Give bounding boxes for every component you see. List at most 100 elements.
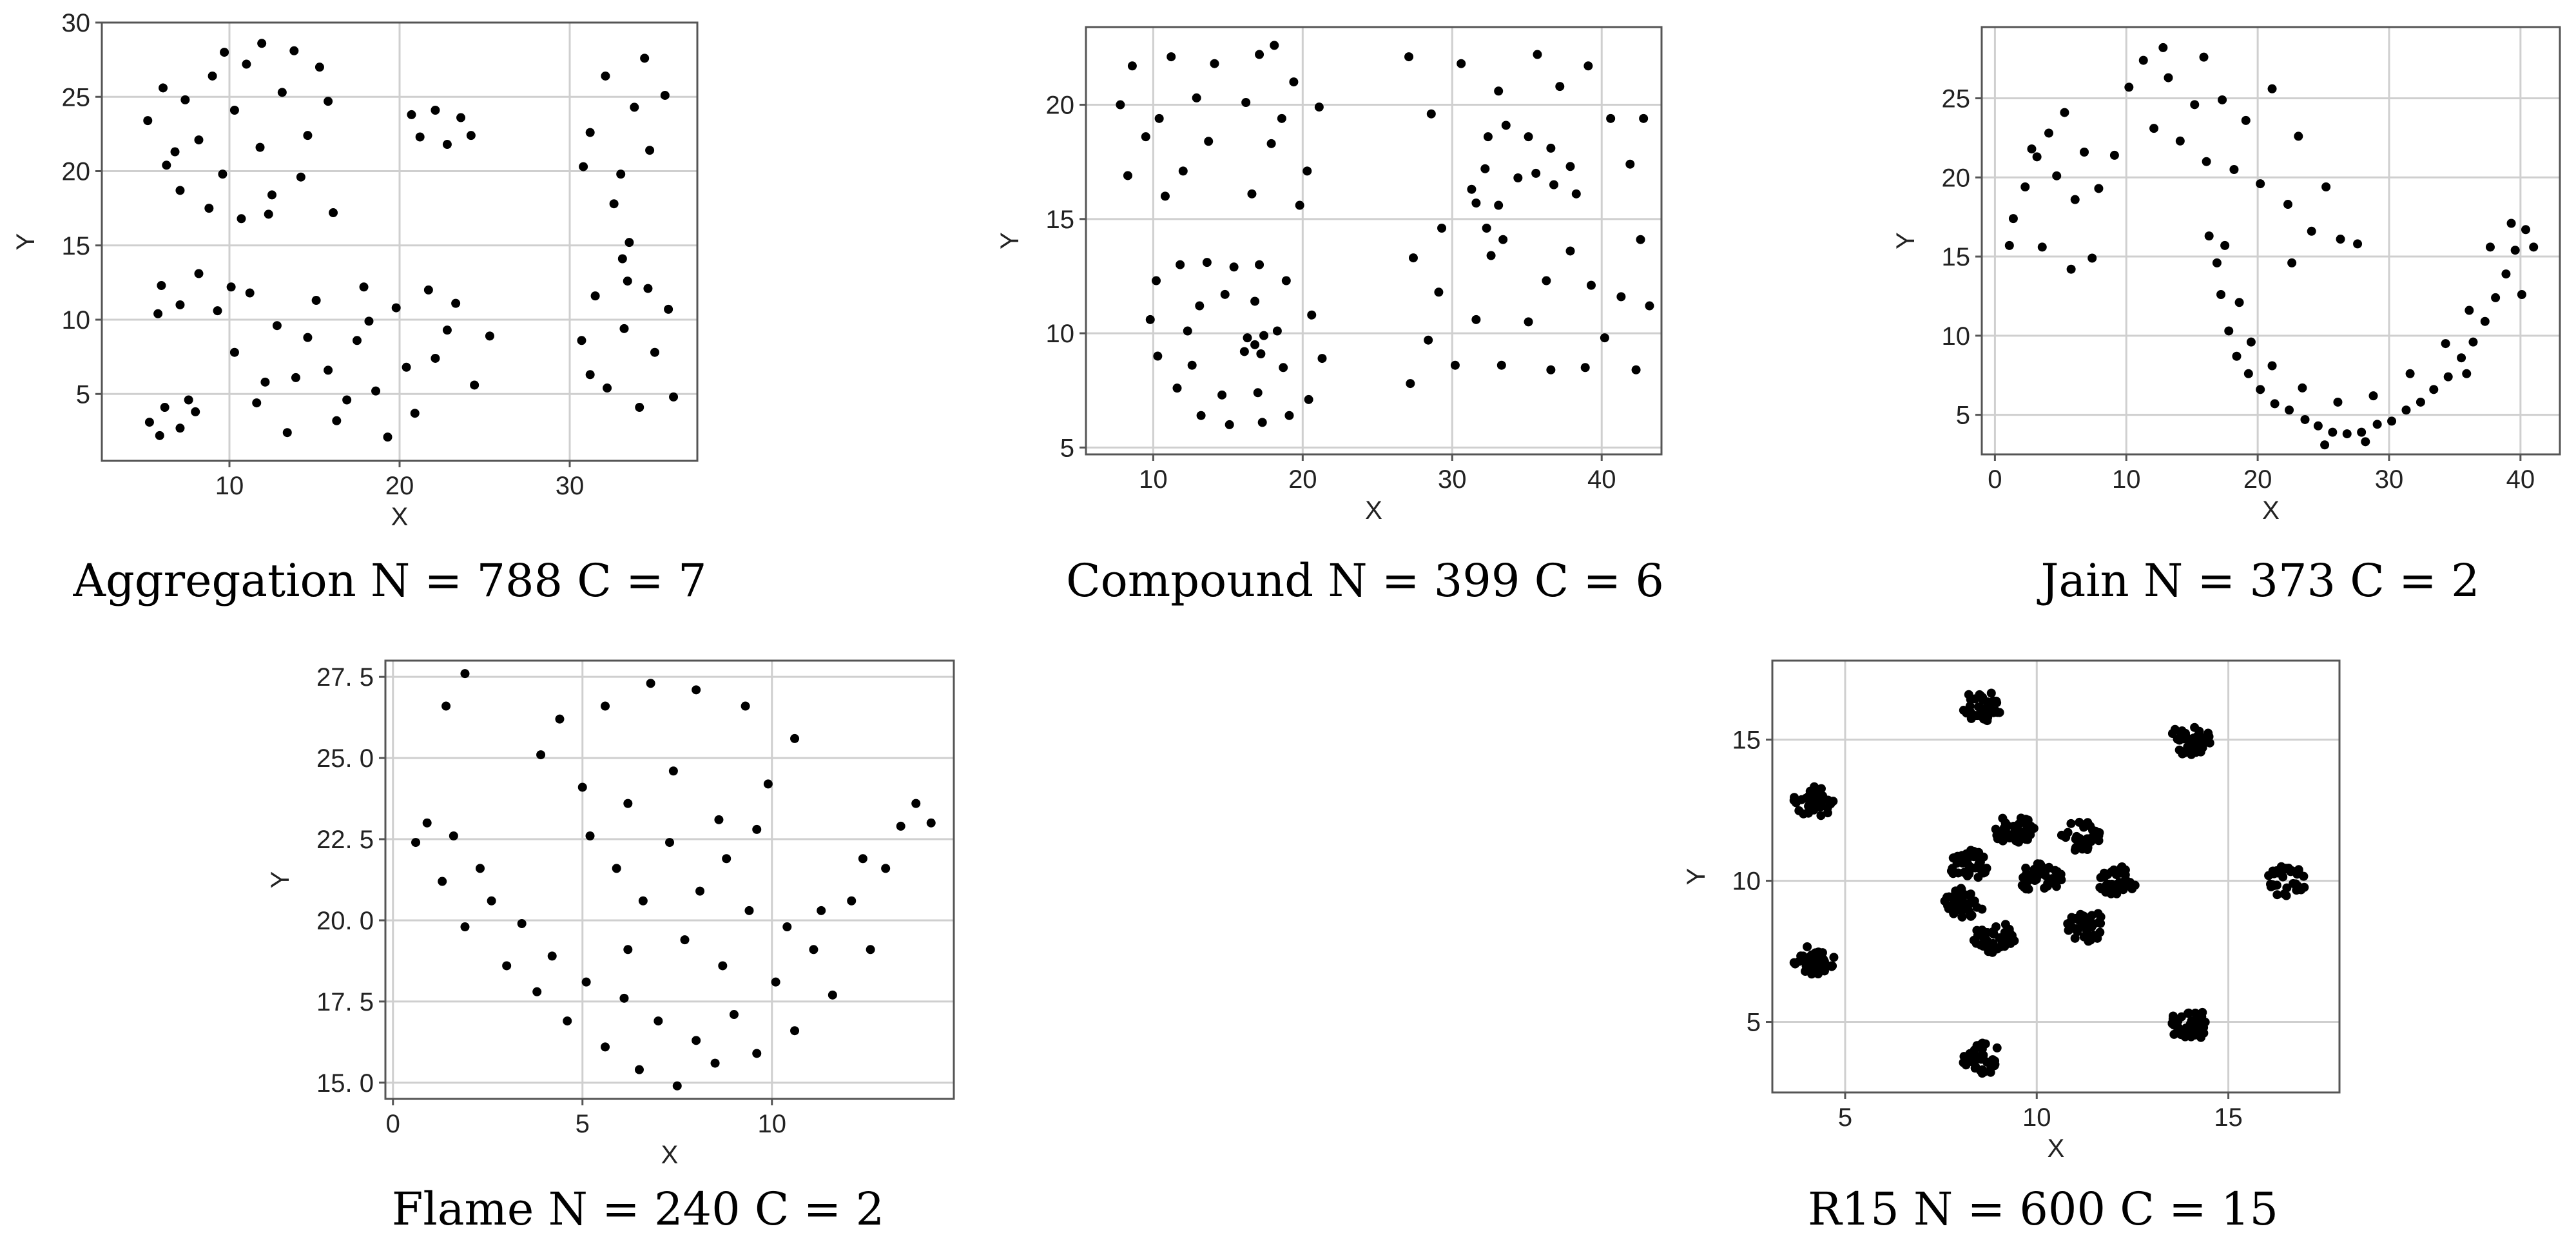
data-point: [1406, 379, 1415, 389]
data-point: [2004, 924, 2014, 934]
data-point: [2506, 218, 2516, 228]
data-point: [1498, 235, 1508, 244]
data-point: [2184, 1008, 2193, 1018]
data-point: [431, 353, 440, 363]
data-point: [1434, 287, 1444, 297]
data-point: [502, 961, 512, 971]
data-point: [303, 131, 313, 141]
data-point: [2216, 289, 2226, 299]
x-tick-label: 10: [1139, 465, 1168, 494]
data-point: [2027, 144, 2037, 154]
data-point: [2029, 824, 2039, 833]
data-point: [1524, 317, 1533, 327]
y-tick-label: 25. 0: [316, 744, 374, 773]
data-point: [260, 377, 270, 387]
data-point: [1204, 137, 1214, 146]
data-point: [896, 821, 905, 831]
jain-caption: Jain N = 373 C = 2: [2040, 554, 2480, 607]
flame-panel: 0 5 10 15. 0 17. 5 20. 0 22. 5 25. 0 27. 5 X Y: [245, 638, 986, 1192]
data-point: [1814, 947, 1823, 957]
x-axis-label: X: [2048, 1134, 2065, 1163]
data-point: [342, 395, 352, 405]
data-point: [2071, 834, 2080, 844]
data-point: [1408, 253, 1418, 263]
data-point: [1804, 791, 1814, 800]
data-point: [2124, 82, 2134, 92]
data-point: [2372, 420, 2382, 429]
plot-frame: [1771, 659, 2341, 1094]
aggregation-panel: 10 20 30 5 10 15 20 25 30 X Y: [0, 0, 709, 554]
data-point: [2057, 830, 2066, 840]
data-point: [229, 347, 239, 357]
data-point: [1152, 276, 1161, 286]
data-point: [2270, 399, 2280, 409]
data-point: [449, 831, 458, 840]
y-tick-label: 10: [62, 306, 91, 335]
data-point: [2203, 728, 2213, 738]
data-point: [1580, 363, 1590, 373]
data-point: [741, 701, 750, 711]
data-point: [847, 896, 857, 906]
x-tick-label: 0: [386, 1110, 400, 1138]
data-point: [2078, 917, 2087, 927]
data-point: [2177, 726, 2187, 736]
data-point: [1828, 797, 1838, 806]
data-point: [1948, 864, 1957, 873]
data-point: [809, 945, 818, 955]
y-tick-label: 10: [1046, 320, 1075, 348]
y-tick-label: 25: [62, 83, 91, 112]
x-tick-label: 20: [1288, 465, 1317, 494]
data-point: [1964, 898, 1974, 908]
data-point: [2056, 869, 2066, 879]
data-point: [2008, 214, 2018, 224]
data-point: [2468, 337, 2478, 347]
data-point: [2272, 890, 2282, 900]
data-point: [257, 39, 267, 48]
data-point: [1471, 199, 1481, 208]
data-point: [2173, 734, 2182, 744]
data-point: [2256, 179, 2265, 189]
data-point: [1483, 132, 1493, 142]
data-point: [324, 365, 333, 375]
data-point: [668, 766, 678, 776]
data-point: [1501, 121, 1511, 130]
data-point: [2234, 298, 2244, 307]
data-point: [159, 83, 168, 93]
data-point: [1243, 333, 1252, 343]
data-point: [2333, 397, 2343, 407]
data-point: [431, 106, 440, 115]
data-point: [2220, 240, 2230, 250]
data-point: [1994, 829, 2004, 839]
data-point: [619, 324, 629, 333]
data-point: [2256, 385, 2265, 394]
data-point: [1998, 813, 2008, 823]
data-point: [2022, 835, 2032, 844]
data-point: [672, 1081, 682, 1091]
data-point: [391, 303, 401, 313]
data-point: [359, 282, 369, 292]
data-point: [160, 403, 169, 412]
data-point: [577, 782, 587, 792]
data-point: [264, 209, 273, 219]
data-point: [752, 824, 762, 834]
data-point: [1645, 301, 1654, 311]
r15-caption: R15 N = 600 C = 15: [1807, 1183, 2279, 1236]
data-point: [2218, 95, 2227, 104]
data-point: [1153, 351, 1163, 361]
data-point: [2080, 147, 2089, 157]
data-point: [654, 1016, 663, 1026]
data-point: [2200, 737, 2210, 747]
data-point: [1795, 956, 1805, 966]
data-point: [476, 864, 485, 873]
data-point: [2300, 414, 2310, 424]
y-tick-label: 20. 0: [316, 907, 374, 935]
data-point: [1999, 932, 2008, 942]
data-point: [1486, 251, 1496, 260]
data-point: [2457, 353, 2466, 363]
data-point: [1241, 98, 1251, 107]
data-point: [2443, 372, 2453, 382]
data-point: [2042, 881, 2052, 891]
data-point: [1546, 365, 1556, 374]
data-point: [460, 669, 470, 679]
data-point: [2353, 239, 2363, 249]
